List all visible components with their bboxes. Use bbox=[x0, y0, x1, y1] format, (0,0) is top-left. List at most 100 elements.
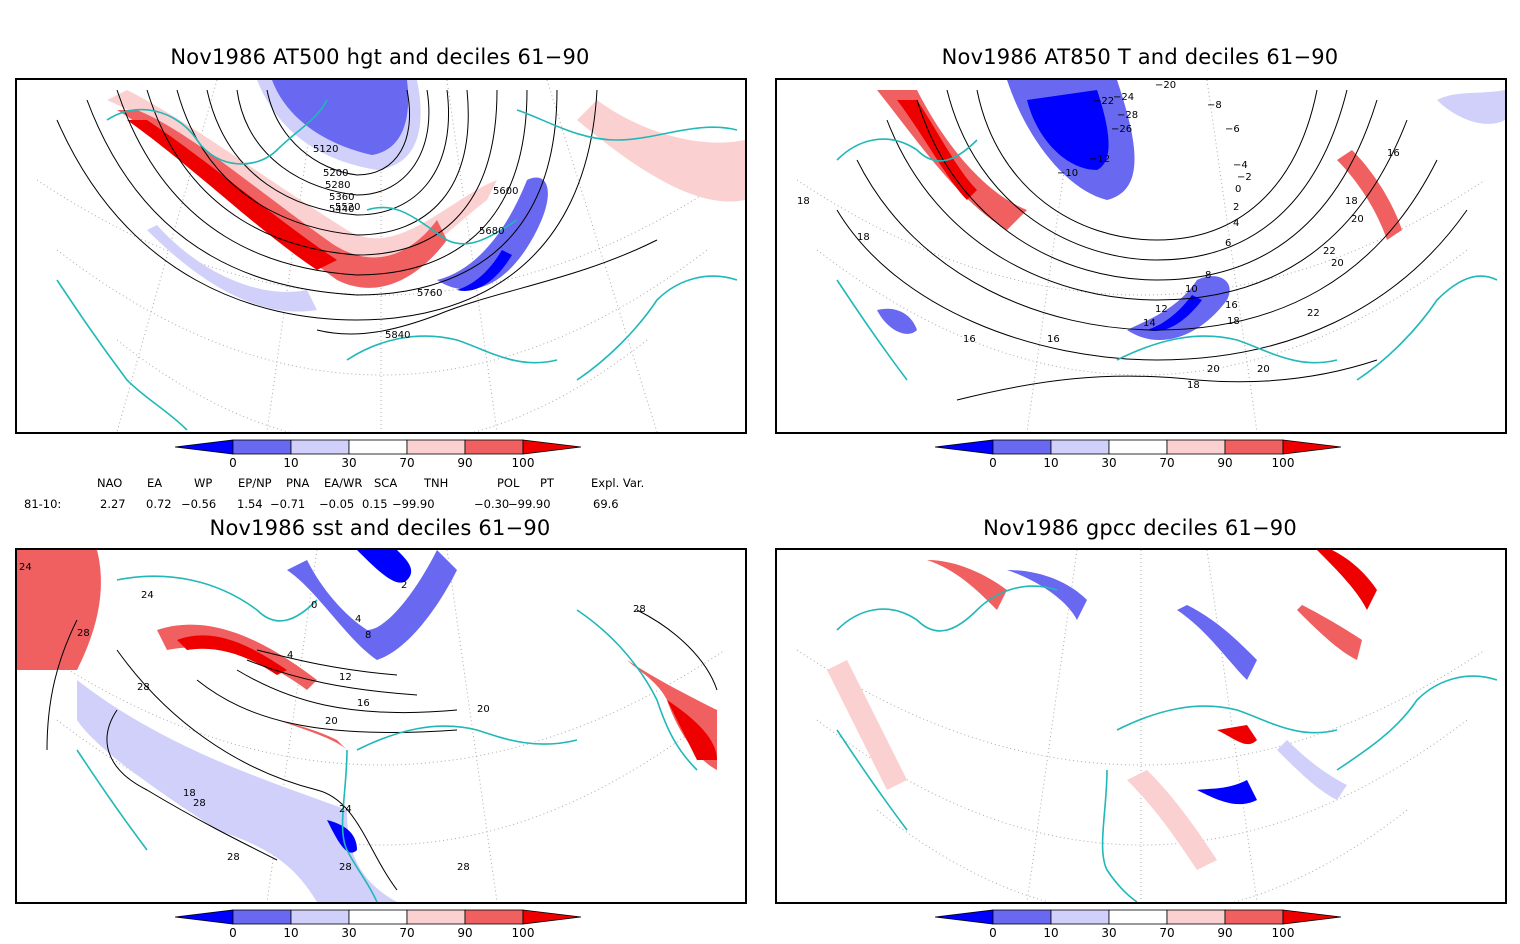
decile-shading bbox=[107, 80, 745, 312]
colorbar-tick-label: 90 bbox=[457, 456, 472, 470]
contour-label: 18 bbox=[797, 196, 810, 207]
colorbar-tick-label: 100 bbox=[512, 456, 535, 470]
colorbar-segment bbox=[232, 439, 292, 455]
colorbar-segment bbox=[934, 909, 994, 925]
contour-label: 20 bbox=[1207, 364, 1220, 375]
contour-label: 28 bbox=[339, 862, 352, 873]
colorbar-tick-label: 70 bbox=[1159, 456, 1174, 470]
colorbar-segment bbox=[1282, 909, 1342, 925]
index-header-wp: WP bbox=[194, 476, 213, 490]
contour-label: 16 bbox=[1047, 334, 1060, 345]
colorbar-segment bbox=[1166, 439, 1226, 455]
index-header-pol: POL bbox=[497, 476, 520, 490]
colorbar-tick-label: 30 bbox=[341, 926, 356, 940]
contour-label: 28 bbox=[457, 862, 470, 873]
colorbar-svg: 0 10 30 70 90 100 bbox=[934, 439, 1342, 470]
contour-label: 24 bbox=[339, 804, 352, 815]
contour-label: 4 bbox=[355, 614, 361, 625]
contour-label: 28 bbox=[227, 852, 240, 863]
contour-label: 22 bbox=[1307, 308, 1320, 319]
colorbar-segment bbox=[1224, 909, 1284, 925]
colorbar-tick-label: 30 bbox=[341, 456, 356, 470]
contour-label: 28 bbox=[137, 682, 150, 693]
contour-label: 5680 bbox=[479, 226, 504, 237]
map-panel-gpcc bbox=[775, 548, 1507, 904]
colorbar-segment bbox=[992, 439, 1052, 455]
colorbar-tick-label: 10 bbox=[1043, 926, 1058, 940]
contour-label: 24 bbox=[19, 562, 32, 573]
index-value-pna: −0.71 bbox=[270, 497, 306, 511]
coastlines bbox=[56, 99, 738, 431]
colorbar-tick-label: 10 bbox=[283, 456, 298, 470]
index-header-explvar: Expl. Var. bbox=[591, 476, 645, 490]
index-header-eawr: EA/WR bbox=[324, 476, 363, 490]
contour-label: 5600 bbox=[493, 186, 518, 197]
colorbar-segment bbox=[406, 909, 466, 925]
colorbar-tick-label: 90 bbox=[457, 926, 472, 940]
colorbar-tick-label: 70 bbox=[399, 926, 414, 940]
index-header-sca: SCA bbox=[374, 476, 398, 490]
contour-label: 12 bbox=[339, 672, 352, 683]
decile-shading bbox=[877, 80, 1505, 340]
colorbar-tick-label: 90 bbox=[1217, 926, 1232, 940]
grid-lines bbox=[796, 550, 1486, 902]
contour-label: 28 bbox=[193, 798, 206, 809]
index-row-label: 81-10: bbox=[24, 497, 62, 511]
colorbar-segment bbox=[464, 909, 524, 925]
contour-label: 0 bbox=[1235, 184, 1241, 195]
colorbar-segment bbox=[174, 909, 234, 925]
colorbar-svg: 0 10 30 70 90 100 bbox=[174, 439, 582, 470]
contour-label: −6 bbox=[1225, 124, 1240, 135]
colorbar-segment bbox=[1050, 909, 1110, 925]
contour-label: 2 bbox=[401, 580, 407, 591]
contour-label: 22 bbox=[1323, 246, 1336, 257]
colorbar-segment bbox=[1108, 439, 1168, 455]
index-header-tnh: TNH bbox=[424, 476, 449, 490]
contour-label: −26 bbox=[1111, 124, 1132, 135]
colorbar-segment bbox=[406, 439, 466, 455]
map-t850: −20 −22 −24 −26 −28 −10 −12 −8 −6 −4 −2 … bbox=[796, 80, 1505, 432]
map-sst: 24 24 28 28 28 0 2 4 4 8 12 16 20 20 24 … bbox=[17, 550, 726, 902]
contour-label: 18 bbox=[1187, 380, 1200, 391]
index-value-pol: −0.30 bbox=[474, 497, 510, 511]
contour-label: −24 bbox=[1113, 92, 1134, 103]
contour-label: 20 bbox=[325, 716, 338, 727]
colorbar-segment bbox=[1282, 439, 1342, 455]
index-header-pt: PT bbox=[540, 476, 554, 490]
contour-label: −22 bbox=[1093, 96, 1114, 107]
colorbar-tick-label: 30 bbox=[1101, 926, 1116, 940]
contour-label: 5120 bbox=[313, 144, 338, 155]
index-value-explvar: 69.6 bbox=[593, 497, 619, 511]
colorbar-t850: 0 10 30 70 90 100 bbox=[934, 438, 1347, 470]
colorbar-tick-label: 10 bbox=[283, 926, 298, 940]
contour-label: 8 bbox=[1205, 270, 1211, 281]
colorbar-tick-label: 0 bbox=[229, 926, 237, 940]
contour-label: 24 bbox=[141, 590, 154, 601]
colorbar-segment bbox=[290, 439, 350, 455]
contour-label: 5840 bbox=[385, 330, 410, 341]
colorbar-svg: 0 10 30 70 90 100 bbox=[934, 909, 1342, 940]
colorbar-segment bbox=[174, 439, 234, 455]
contour-label: 5520 bbox=[335, 202, 360, 213]
contour-label: 0 bbox=[311, 600, 317, 611]
contour-label: 16 bbox=[1225, 300, 1238, 311]
contour-label: 14 bbox=[1143, 318, 1156, 329]
contour-label: 16 bbox=[1387, 148, 1400, 159]
contour-label: 20 bbox=[1351, 214, 1364, 225]
contour-label: −10 bbox=[1057, 168, 1078, 179]
contour-label: 18 bbox=[1345, 196, 1358, 207]
colorbar-tick-label: 100 bbox=[512, 926, 535, 940]
coastlines bbox=[836, 585, 1498, 902]
index-header-epnp: EP/NP bbox=[238, 476, 272, 490]
contour-label: 5360 bbox=[329, 192, 354, 203]
contour-label: 18 bbox=[183, 788, 196, 799]
colorbar-segment bbox=[1166, 909, 1226, 925]
contour-label: 4 bbox=[1233, 218, 1239, 229]
colorbar-segment bbox=[1050, 439, 1110, 455]
contour-label: 18 bbox=[857, 232, 870, 243]
colorbar-tick-label: 0 bbox=[989, 926, 997, 940]
contour-label: 12 bbox=[1155, 304, 1168, 315]
contour-lines bbox=[56, 89, 658, 335]
decile-shading bbox=[17, 550, 717, 902]
map-gpcc bbox=[796, 550, 1498, 902]
